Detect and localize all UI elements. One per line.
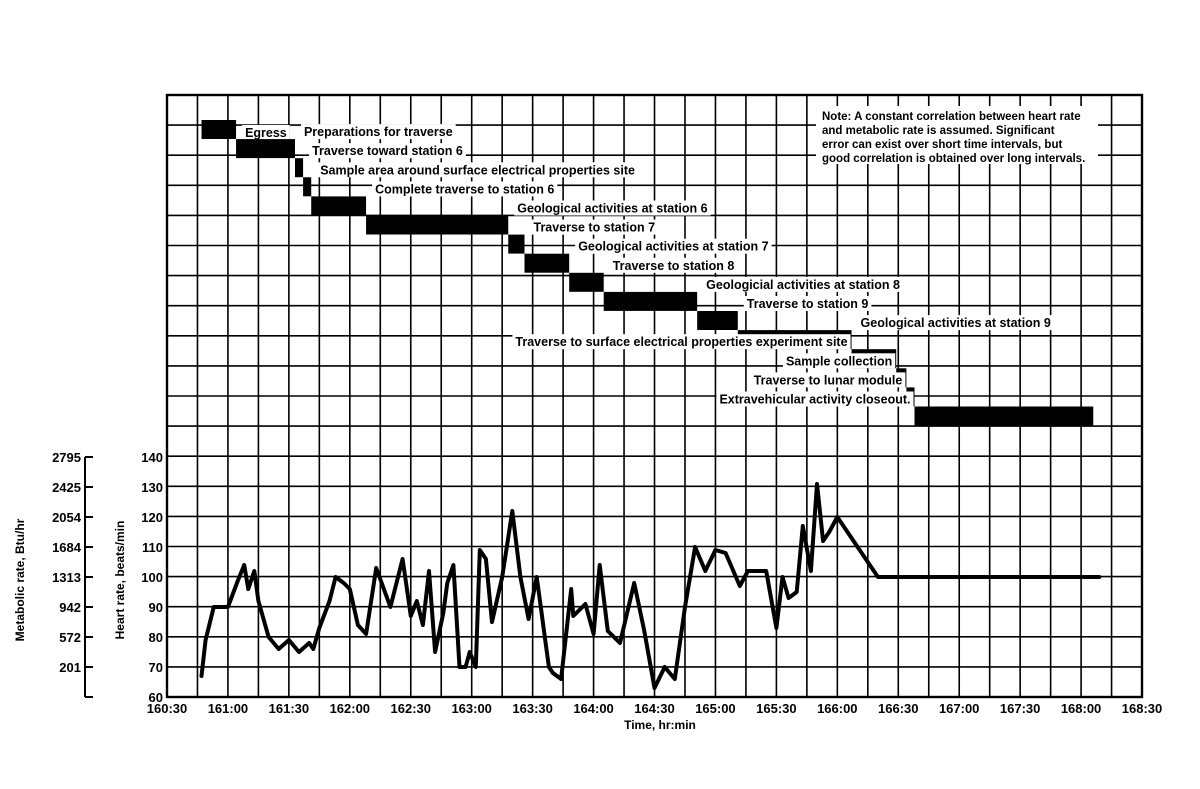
x-tick-label: 163:00	[451, 701, 491, 716]
x-tick-label: 164:00	[573, 701, 613, 716]
note-box: Note: A constant correlation between hea…	[816, 106, 1098, 165]
x-tick-label: 166:30	[878, 701, 918, 716]
activity-bar	[524, 253, 570, 273]
x-tick-label: 161:30	[269, 701, 309, 716]
note-line-2: and metabolic rate is assumed. Significa…	[822, 125, 1055, 137]
y2-tick-label: 572	[59, 630, 81, 645]
x-tick-label: 163:30	[512, 701, 552, 716]
activity-label: Egress	[245, 126, 287, 140]
activity-timeline: Egress Preparations for traverse Traverse …	[201, 120, 1094, 426]
activity-label: Traverse to station 9	[747, 297, 869, 311]
note-line-1: Note: A constant correlation between hea…	[822, 111, 1081, 123]
activity-bar	[294, 158, 304, 178]
x-tick-label: 164:30	[634, 701, 674, 716]
y-axis-title: Heart rate, beats/min	[113, 521, 127, 640]
activity-label: Geological activities at station 7	[578, 240, 768, 254]
y-tick-label: 70	[149, 660, 163, 675]
activity-bar	[201, 120, 237, 139]
activity-label-bg	[703, 276, 904, 292]
activity-bar	[914, 406, 1094, 426]
activity-bar	[311, 196, 367, 216]
activity-label: Complete traverse to station 6	[375, 182, 554, 196]
activity-bar	[508, 234, 525, 254]
activity-label-bg	[242, 125, 290, 140]
activity-label-bg	[743, 296, 872, 311]
x-tick-label: 160:30	[147, 701, 187, 716]
y-tick-label: 100	[141, 570, 163, 585]
activity-bar	[236, 139, 295, 159]
activity-label-bg	[750, 372, 906, 388]
activity-label: Extravehicular activity closeout.	[719, 393, 910, 407]
activity-label-bg	[514, 200, 711, 216]
note-line-4: good correlation is obtained over long i…	[822, 153, 1085, 165]
x-tick-label: 167:00	[939, 701, 979, 716]
y-tick-label: 110	[142, 540, 163, 555]
activity-label-bg	[530, 219, 659, 235]
y-tick-label: 60	[149, 690, 163, 705]
activity-label-bg	[300, 124, 456, 140]
heart-rate-series	[199, 482, 1102, 690]
activity-label: Traverse to lunar module	[754, 373, 903, 387]
time-axis: 160:30 161:00 161:30 162:00 162:30 163:00 163:…	[147, 701, 1162, 716]
activity-label-bg	[317, 162, 638, 178]
activity-label-bg	[512, 334, 851, 350]
activity-label-bg	[609, 257, 738, 273]
chart-frame	[165, 93, 1144, 699]
activity-label-bg	[782, 353, 896, 369]
x-axis-title: Time, hr:min	[624, 718, 696, 732]
activity-bar	[569, 272, 604, 292]
y2-tick-label: 201	[59, 660, 81, 675]
activity-label: Sample collection	[786, 354, 892, 368]
y2-tick-label: 2795	[52, 450, 81, 465]
y2-tick-label: 1313	[52, 570, 81, 585]
activity-bar	[697, 311, 738, 330]
activity-label: Traverse to station 8	[613, 259, 735, 273]
note-line-3: error can exist over short time interval…	[822, 139, 1062, 151]
x-tick-label: 161:00	[208, 701, 248, 716]
activity-label-bg	[309, 143, 466, 159]
y2-tick-label: 1684	[52, 540, 82, 555]
x-tick-label: 166:00	[817, 701, 857, 716]
activity-label: Traverse to surface electrical propertie…	[515, 335, 847, 349]
x-tick-label: 168:30	[1122, 701, 1162, 716]
activity-bar	[366, 215, 509, 235]
activity-label-bg	[575, 238, 772, 254]
heart-rate-axis: 60 70 80 90 100 110 120 130 140	[141, 450, 163, 705]
y2-tick-label: 2425	[52, 480, 81, 495]
x-tick-label: 165:00	[695, 701, 735, 716]
y-tick-label: 140	[141, 450, 163, 465]
y2-axis-title: Metabolic rate, Btu/hr	[13, 518, 27, 641]
y2-tick-label: 942	[59, 600, 81, 615]
activity-label: Traverse toward station 6	[312, 144, 463, 158]
y-tick-label: 130	[141, 480, 163, 495]
y-tick-label: 80	[149, 630, 163, 645]
x-tick-label: 167:30	[1000, 701, 1040, 716]
activity-label-bg	[857, 315, 1054, 331]
activity-label: Geological activities at station 6	[517, 202, 707, 216]
y-tick-label: 90	[149, 600, 163, 615]
x-tick-label: 162:30	[391, 701, 431, 716]
heart-rate-line	[199, 482, 1102, 690]
activity-label-bg	[716, 391, 914, 407]
activity-label: Geologicial activities at station 8	[706, 278, 900, 292]
activity-label: Sample area around surface electrical pr…	[320, 163, 635, 177]
activity-label: Preparations for traverse	[304, 125, 453, 139]
activity-label: Traverse to station 7	[534, 221, 656, 235]
y-tick-label: 120	[141, 510, 163, 525]
x-tick-label: 168:00	[1061, 701, 1101, 716]
x-tick-label: 162:00	[330, 701, 370, 716]
y2-tick-label: 2054	[52, 510, 82, 525]
activity-label: Geological activities at station 9	[861, 316, 1051, 330]
chart-grid	[167, 95, 1142, 697]
activity-bar	[603, 291, 698, 311]
x-tick-label: 165:30	[756, 701, 796, 716]
metabolic-rate-axis: 201 572 942 1313 1684 2054 2425 2795	[52, 450, 93, 698]
activity-bar	[303, 177, 312, 197]
activity-label-bg	[372, 181, 558, 197]
